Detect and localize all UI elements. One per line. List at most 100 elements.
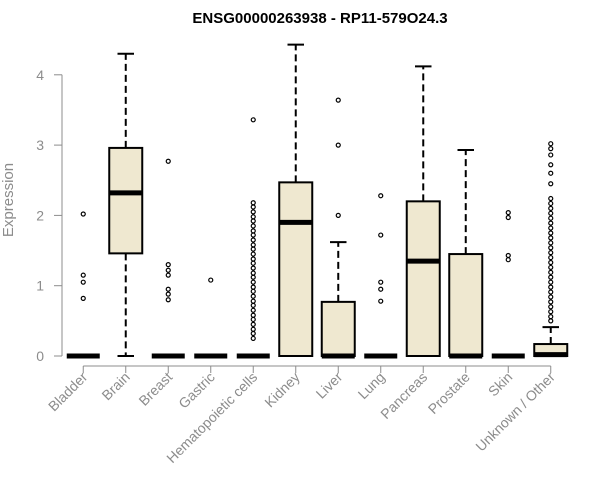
- outlier-point: [250, 228, 256, 234]
- box-group: [491, 209, 525, 359]
- outlier-point: [250, 330, 256, 337]
- outlier-point: [250, 256, 256, 262]
- y-axis-label: Expression: [0, 163, 17, 237]
- y-tick-label: 1: [36, 278, 44, 294]
- outlier-point: [505, 257, 511, 263]
- chart-title: ENSG00000263938 - RP11-579O24.3: [192, 10, 447, 27]
- outlier-point: [378, 232, 384, 238]
- box-group: [364, 193, 398, 359]
- outlier-point: [165, 286, 171, 292]
- outlier-point: [505, 252, 511, 259]
- outlier-point: [548, 225, 554, 231]
- outlier-point: [548, 284, 554, 290]
- outlier-point: [548, 146, 554, 152]
- y-tick-label: 3: [36, 137, 44, 153]
- outlier-point: [548, 314, 554, 320]
- outlier-point: [548, 289, 554, 295]
- box-group: [533, 141, 569, 358]
- x-tick-label: Brain: [98, 369, 132, 403]
- outlier-point: [80, 272, 86, 278]
- outlier-point: [250, 302, 256, 308]
- outlier-point: [250, 214, 256, 220]
- y-tick-label: 0: [36, 348, 44, 364]
- box-group: [108, 52, 144, 357]
- outlier-point: [548, 200, 554, 207]
- outlier-point: [548, 259, 554, 266]
- x-tick-label: Lung: [355, 369, 388, 402]
- x-tick-label: Bladder: [45, 369, 91, 415]
- outlier-point: [378, 298, 384, 304]
- outlier-point: [548, 215, 554, 221]
- outlier-point: [548, 245, 554, 251]
- y-tick-label: 2: [36, 207, 44, 223]
- outlier-point: [378, 193, 384, 199]
- outlier-point: [548, 162, 554, 168]
- box-iqr: [278, 181, 314, 357]
- x-tick-label: Breast: [135, 369, 175, 409]
- outlier-point: [250, 298, 256, 304]
- box-group: [278, 43, 314, 357]
- outlier-point: [250, 223, 256, 229]
- x-tick-label: Unknown / Other: [472, 369, 558, 455]
- box-group: [405, 65, 441, 357]
- outlier-point: [80, 279, 86, 285]
- outlier-point: [250, 284, 256, 290]
- x-tick-label: Skin: [485, 369, 516, 400]
- outlier-point: [548, 304, 554, 310]
- outlier-point: [250, 312, 256, 318]
- outlier-point: [80, 295, 86, 301]
- outlier-point: [548, 220, 554, 226]
- outlier-point: [250, 326, 256, 332]
- outlier-point: [208, 277, 214, 283]
- outlier-point: [250, 237, 256, 243]
- outlier-point: [250, 260, 256, 266]
- box-group: [448, 149, 484, 359]
- x-tick-label: Prostate: [425, 369, 473, 417]
- outlier-point: [250, 279, 256, 285]
- outlier-point: [548, 210, 554, 216]
- outlier-point: [250, 200, 256, 206]
- outlier-point: [548, 318, 554, 324]
- outlier-point: [548, 141, 554, 147]
- outlier-point: [250, 265, 256, 271]
- outlier-point: [250, 270, 256, 276]
- outlier-point: [548, 235, 554, 241]
- outlier-point: [335, 142, 341, 148]
- x-tick-label: Liver: [313, 369, 346, 402]
- outlier-point: [548, 181, 554, 187]
- box-group: [151, 158, 185, 359]
- outlier-point: [548, 274, 554, 280]
- outlier-point: [165, 158, 171, 164]
- outlier-point: [548, 152, 554, 158]
- outlier-point: [548, 240, 554, 246]
- box-group: [320, 97, 356, 359]
- outlier-point: [165, 291, 171, 297]
- outlier-point: [250, 307, 256, 313]
- outlier-point: [250, 316, 256, 323]
- outlier-point: [165, 262, 171, 268]
- box-series: [66, 43, 569, 359]
- outlier-point: [250, 218, 256, 224]
- outlier-point: [250, 288, 256, 294]
- x-tick-label: Pancreas: [377, 369, 430, 422]
- outlier-point: [548, 195, 554, 202]
- outlier-point: [548, 254, 554, 261]
- outlier-point: [505, 214, 511, 221]
- outlier-point: [165, 267, 171, 273]
- outlier-point: [548, 170, 554, 176]
- outlier-point: [335, 97, 341, 103]
- outlier-point: [548, 299, 554, 305]
- outlier-point: [165, 272, 171, 278]
- box-iqr: [405, 200, 441, 357]
- box-group: [66, 211, 100, 359]
- outlier-point: [548, 264, 554, 271]
- outlier-point: [548, 230, 554, 236]
- outlier-point: [250, 246, 256, 252]
- outlier-point: [165, 297, 171, 303]
- outlier-point: [548, 309, 554, 315]
- outlier-point: [378, 279, 384, 285]
- outlier-point: [80, 211, 86, 217]
- outlier-point: [250, 251, 256, 257]
- y-tick-label: 4: [36, 67, 44, 83]
